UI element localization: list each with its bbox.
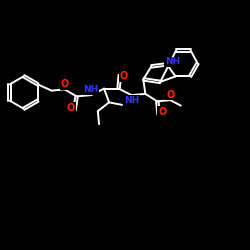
Text: O: O	[158, 107, 166, 117]
Text: NH: NH	[84, 85, 99, 94]
Text: O: O	[60, 79, 69, 89]
Text: O: O	[120, 71, 128, 81]
Text: O: O	[166, 90, 174, 100]
Text: NH: NH	[165, 57, 180, 66]
Text: O: O	[67, 103, 75, 113]
Text: NH: NH	[124, 96, 140, 105]
